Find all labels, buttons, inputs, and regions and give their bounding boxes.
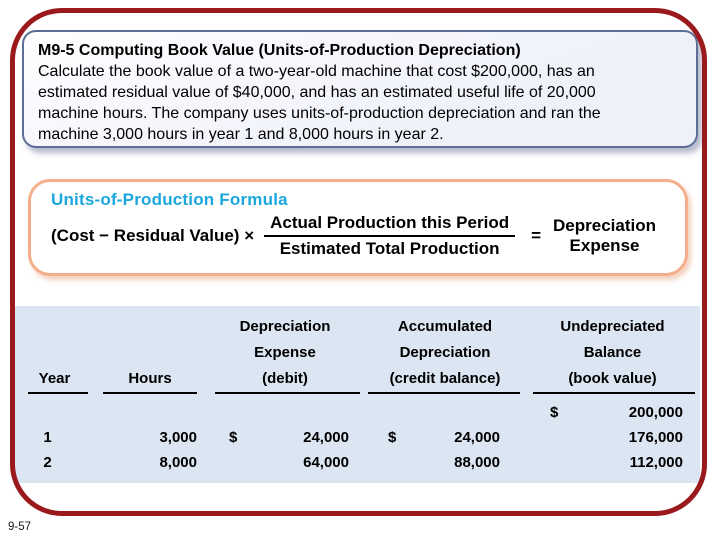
hours-value: 3,000: [159, 429, 197, 446]
accumulated-depreciation-value: $ 24,000: [365, 425, 525, 450]
dollar-sign: $: [229, 429, 238, 446]
problem-body-line: Calculate the book value of a two-year-o…: [38, 63, 595, 80]
problem-body-line: estimated residual value of $40,000, and…: [38, 84, 596, 101]
depreciation-expense-value: 64,000: [303, 454, 349, 471]
book-value: 176,000: [628, 429, 683, 446]
equals-sign: =: [531, 226, 542, 245]
problem-title: M9-5 Computing Book Value (Units-of-Prod…: [38, 42, 521, 59]
accumulated-depreciation-value: 88,000: [454, 454, 500, 471]
dollar-sign: $: [388, 429, 397, 446]
header-underline: [215, 392, 360, 394]
problem-body-line: machine 3,000 hours in year 1 and 8,000 …: [38, 126, 444, 143]
header-hours: Hours: [95, 314, 205, 394]
header-underline: [28, 392, 88, 394]
depreciation-expense-value: $ 24,000: [205, 425, 365, 450]
table-header-row: Year Hours Depreciation Expense (debit) …: [14, 306, 700, 394]
initial-book-value: $ 200,000: [525, 400, 700, 425]
formula-fraction: Actual Production this Period Estimated …: [264, 213, 516, 259]
table-row-year-1: 1 3,000 $ 24,000 $ 24,000 176,000: [14, 425, 700, 450]
header-undepreciated-balance: Undepreciated Balance (book value): [525, 314, 700, 394]
header-year: Year: [14, 314, 95, 394]
table-row-initial: $ 200,000: [14, 400, 700, 425]
year-value: 2: [43, 454, 52, 471]
formula-lhs: (Cost − Residual Value) ×: [51, 226, 255, 245]
header-underline: [533, 392, 695, 394]
problem-statement-box: M9-5 Computing Book Value (Units-of-Prod…: [22, 30, 698, 148]
year-value: 1: [43, 429, 52, 446]
formula-denominator: Estimated Total Production: [279, 239, 500, 258]
formula-result: Depreciation Expense: [553, 216, 656, 256]
book-value: 112,000: [629, 454, 683, 471]
depreciation-schedule-table: Year Hours Depreciation Expense (debit) …: [14, 306, 700, 483]
header-underline: [103, 392, 197, 394]
hours-value: 8,000: [159, 454, 197, 471]
page-number: 9-57: [8, 521, 32, 533]
table-row-year-2: 2 8,000 64,000 88,000 112,000: [14, 450, 700, 475]
formula-result-line1: Depreciation: [553, 216, 657, 235]
header-underline: [368, 392, 520, 394]
formula-expression: (Cost − Residual Value) × Actual Product…: [51, 213, 685, 259]
header-accumulated-depreciation: Accumulated Depreciation (credit balance…: [365, 314, 525, 394]
formula-numerator: Actual Production this Period: [264, 213, 516, 237]
problem-body-line: machine hours. The company uses units-of…: [38, 105, 601, 122]
dollar-sign: $: [550, 404, 559, 421]
formula-result-line2: Expense: [569, 236, 640, 255]
formula-title: Units-of-Production Formula: [51, 190, 288, 209]
formula-box: Units-of-Production Formula (Cost − Resi…: [28, 179, 688, 276]
header-depreciation-expense: Depreciation Expense (debit): [205, 314, 365, 394]
